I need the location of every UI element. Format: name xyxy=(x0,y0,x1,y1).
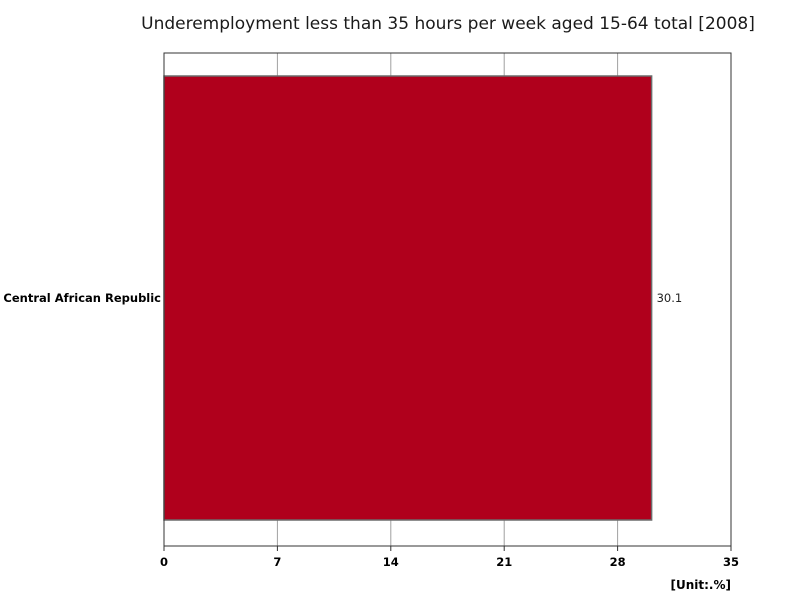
x-tick-label-28: 28 xyxy=(610,555,626,569)
x-tick-label-14: 14 xyxy=(383,555,399,569)
unit-label: [Unit:.%] xyxy=(671,578,732,592)
x-axis-ticks: 0 7 14 21 28 35 xyxy=(160,546,739,569)
bars: 30.1 xyxy=(163,75,683,521)
plot-frame xyxy=(163,52,732,547)
x-tick-label-21: 21 xyxy=(496,555,512,569)
data-label-0: 30.1 xyxy=(657,291,683,305)
x-tick-label-0: 0 xyxy=(160,555,168,569)
category-labels: Central African Republic xyxy=(3,291,161,305)
x-tick-label-35: 35 xyxy=(723,555,739,569)
category-label-0: Central African Republic xyxy=(3,291,161,305)
chart-title: Underemployment less than 35 hours per w… xyxy=(141,14,755,34)
bar-0 xyxy=(163,75,653,521)
x-tick-label-7: 7 xyxy=(273,555,281,569)
